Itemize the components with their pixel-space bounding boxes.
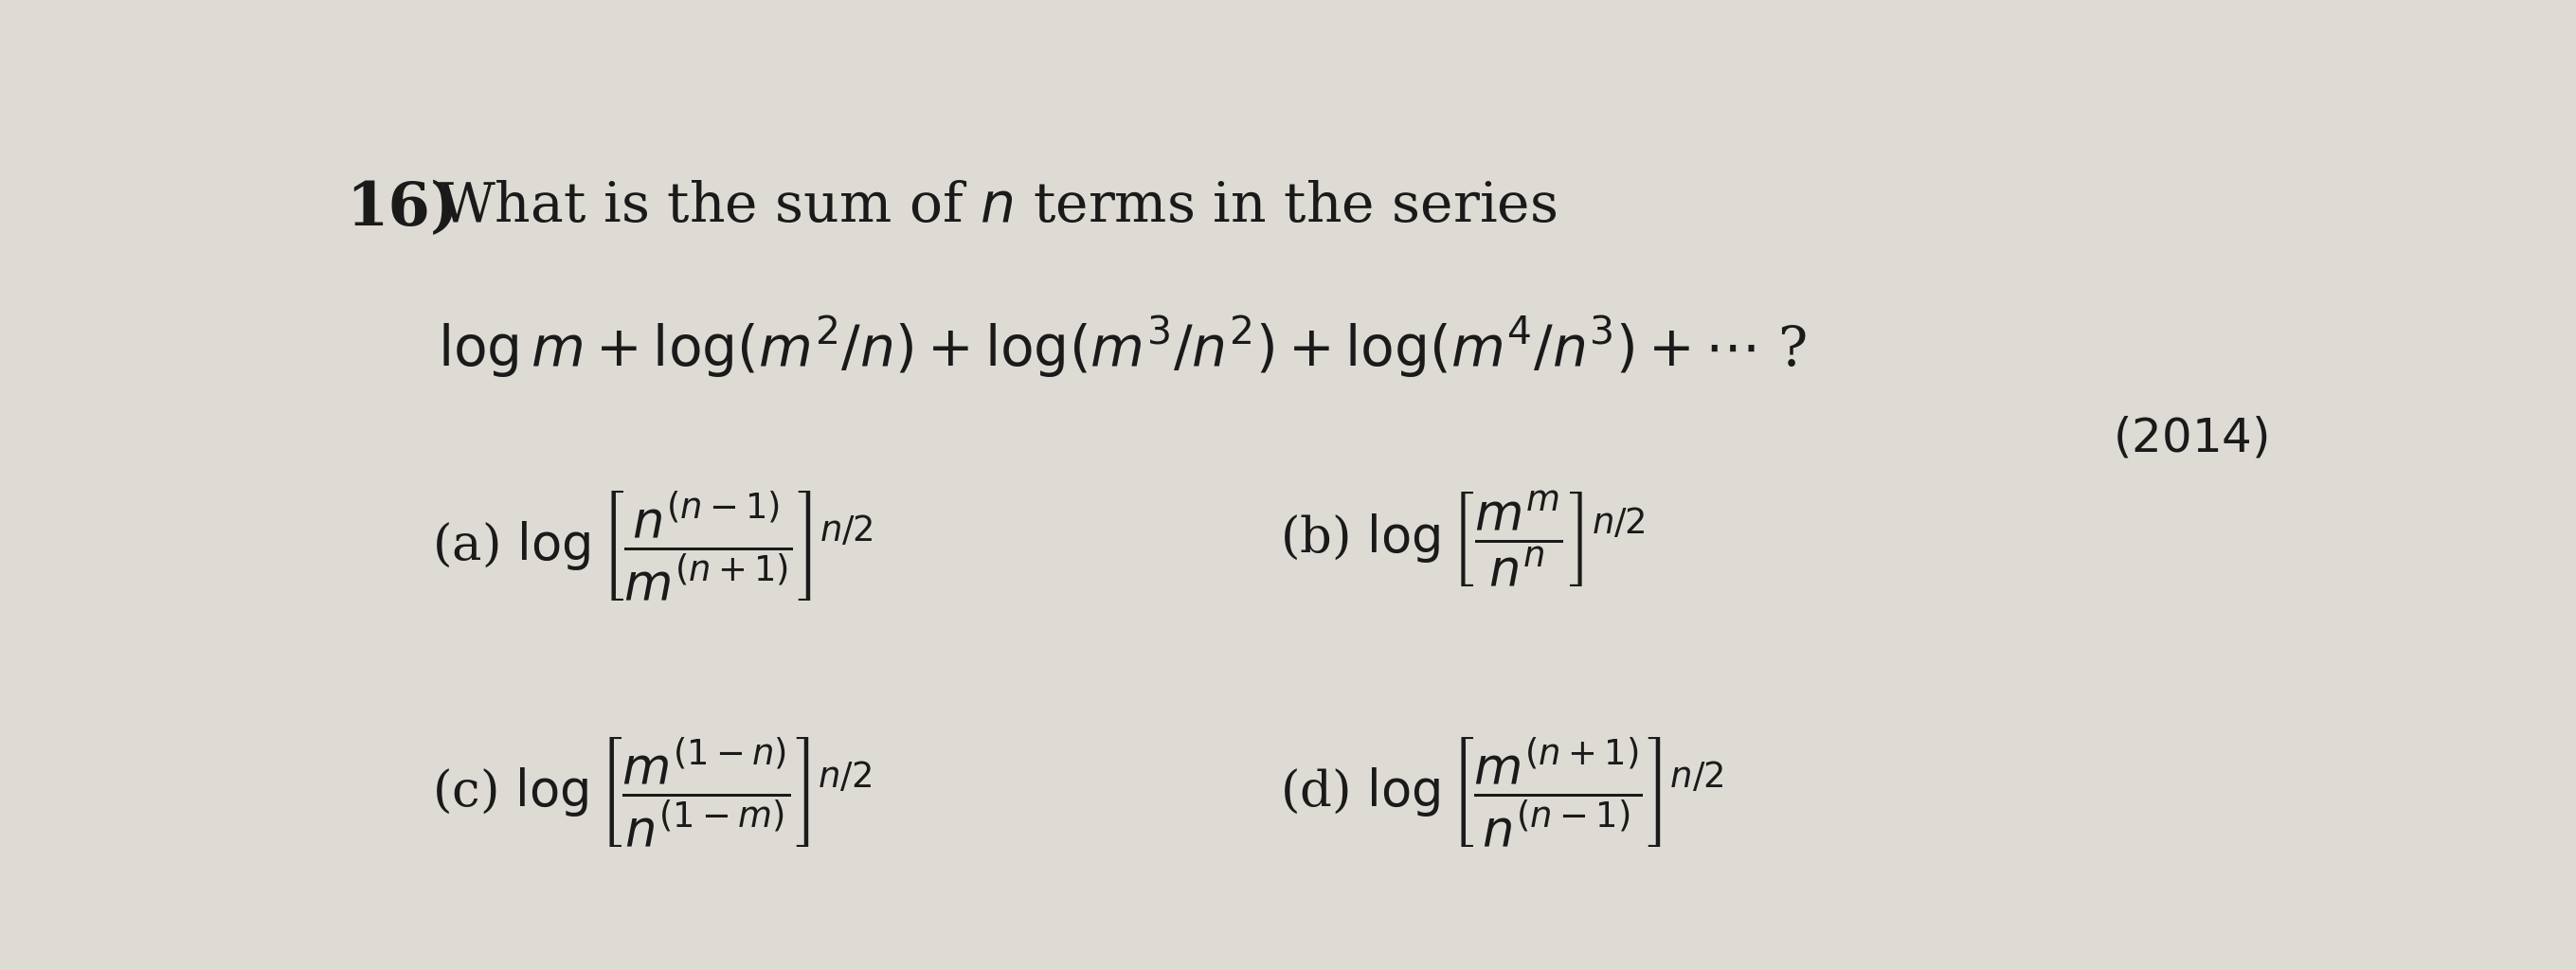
Text: (c) $\log \left[\dfrac{m^{(1-n)}}{n^{(1-m)}}\right]^{n/2}$: (c) $\log \left[\dfrac{m^{(1-n)}}{n^{(1-… bbox=[433, 736, 871, 851]
Text: (a) $\log \left[\dfrac{n^{(n-1)}}{m^{(n+1)}}\right]^{n/2}$: (a) $\log \left[\dfrac{n^{(n-1)}}{m^{(n+… bbox=[433, 490, 873, 604]
Text: (d) $\log \left[\dfrac{m^{(n+1)}}{n^{(n-1)}}\right]^{n/2}$: (d) $\log \left[\dfrac{m^{(n+1)}}{n^{(n-… bbox=[1280, 736, 1723, 851]
Text: 16): 16) bbox=[345, 179, 459, 238]
Text: $(2014)$: $(2014)$ bbox=[2112, 415, 2269, 462]
Text: What is the sum of $n$ terms in the series: What is the sum of $n$ terms in the seri… bbox=[438, 179, 1556, 233]
Text: $\log m + \log(m^2/n) + \log(m^3/n^2) + \log(m^4/n^3) + \cdots$ ?: $\log m + \log(m^2/n) + \log(m^3/n^2) + … bbox=[438, 314, 1808, 380]
Text: (b) $\log \left[\dfrac{m^m}{n^n}\right]^{n/2}$: (b) $\log \left[\dfrac{m^m}{n^n}\right]^… bbox=[1280, 490, 1646, 591]
